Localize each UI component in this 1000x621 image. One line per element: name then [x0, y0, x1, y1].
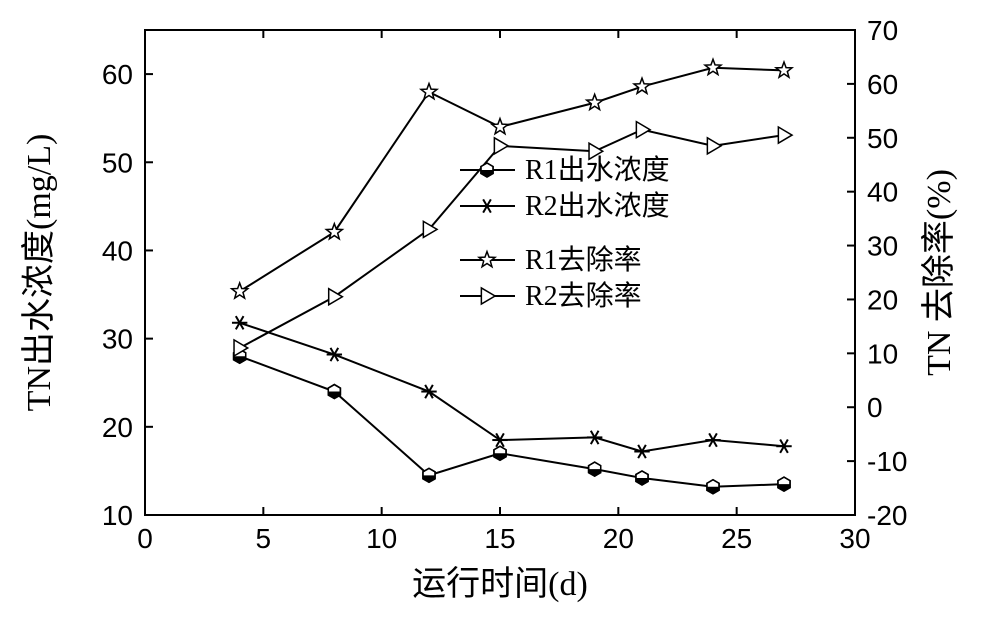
marker-R2_conc [776, 440, 791, 453]
series-line-R1_rate [240, 68, 784, 292]
y-left-axis-title: TN出水浓度(mg/L) [20, 134, 58, 412]
marker-R1_conc [636, 471, 648, 485]
y-right-tick-label: 30 [867, 231, 898, 262]
marker-R2_conc [327, 348, 342, 361]
marker-R2_conc [705, 433, 720, 446]
y-left-tick-label: 10 [102, 500, 133, 531]
y-right-tick-label: 70 [867, 15, 898, 46]
marker-R1_rate [634, 78, 650, 93]
y-right-tick-label: -20 [867, 500, 907, 531]
y-left-tick-label: 30 [102, 324, 133, 355]
y-right-tick-label: 50 [867, 123, 898, 154]
x-tick-label: 10 [366, 523, 397, 554]
marker-R1_rate [492, 119, 508, 134]
marker-R2_rate [494, 138, 508, 154]
y-left-tick-label: 50 [102, 147, 133, 178]
marker-R1_rate [587, 94, 603, 109]
marker-R1_conc [328, 385, 340, 399]
marker-R1_conc [423, 468, 435, 482]
marker-R2_conc [634, 445, 649, 458]
marker-R1_rate [776, 62, 792, 77]
marker-R1_rate [232, 283, 248, 298]
y-right-tick-label: 60 [867, 69, 898, 100]
marker-R2_rate [707, 138, 721, 154]
marker-R1_conc [589, 462, 601, 476]
y-right-tick-label: 10 [867, 338, 898, 369]
marker-R1_conc [707, 480, 719, 494]
marker-R2_rate [778, 127, 792, 143]
legend-label-R1_rate: R1去除率 [525, 244, 642, 276]
legend-label-R2_conc: R2出水浓度 [525, 190, 670, 222]
x-tick-label: 25 [721, 523, 752, 554]
legend-label-R1_conc: R1出水浓度 [525, 154, 670, 186]
series-line-R2_rate [240, 130, 784, 348]
y-left-tick-label: 60 [102, 59, 133, 90]
y-right-tick-label: -10 [867, 446, 907, 477]
marker-R1_rate [421, 84, 437, 99]
legend-label-R2_rate: R2去除率 [525, 280, 642, 312]
y-right-tick-label: 20 [867, 284, 898, 315]
x-tick-label: 0 [137, 523, 153, 554]
marker-R1_rate [705, 59, 721, 74]
chart-svg: 0 5 10 15 20 25 30 运行时间(d) 10 20 30 40 50 60 TN出水浓度(mg… [0, 0, 1000, 621]
y-right-axis-title: TN 去除率(%) [920, 169, 958, 376]
x-tick-label: 30 [839, 523, 870, 554]
y-right-tick-label: 0 [867, 392, 883, 423]
marker-R2_rate [329, 289, 343, 305]
marker-R2_rate [636, 122, 650, 138]
x-tick-label: 5 [256, 523, 272, 554]
y-left-tick-label: 40 [102, 235, 133, 266]
series-line-R1_conc [240, 356, 784, 487]
marker-R1_conc [778, 477, 790, 491]
y-right-tick-label: 40 [867, 177, 898, 208]
x-tick-label: 20 [603, 523, 634, 554]
y-left-tick-label: 20 [102, 412, 133, 443]
x-tick-label: 15 [484, 523, 515, 554]
chart-container: 0 5 10 15 20 25 30 运行时间(d) 10 20 30 40 50 60 TN出水浓度(mg… [0, 0, 1000, 621]
marker-R2_conc [232, 316, 247, 329]
x-axis-title: 运行时间(d) [412, 565, 588, 603]
marker-R2_conc [587, 431, 602, 444]
marker-R1_conc [494, 446, 506, 460]
